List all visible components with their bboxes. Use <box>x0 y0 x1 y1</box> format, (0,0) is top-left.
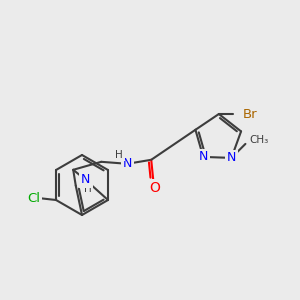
Text: O: O <box>149 181 160 195</box>
Text: Cl: Cl <box>28 191 40 205</box>
Text: N: N <box>122 157 132 170</box>
Text: N: N <box>81 173 90 186</box>
Text: Br: Br <box>243 107 257 121</box>
Text: H: H <box>84 184 92 194</box>
Text: CH₃: CH₃ <box>249 135 269 145</box>
Text: N: N <box>199 150 208 164</box>
Text: H: H <box>115 150 123 160</box>
Text: N: N <box>227 152 236 164</box>
